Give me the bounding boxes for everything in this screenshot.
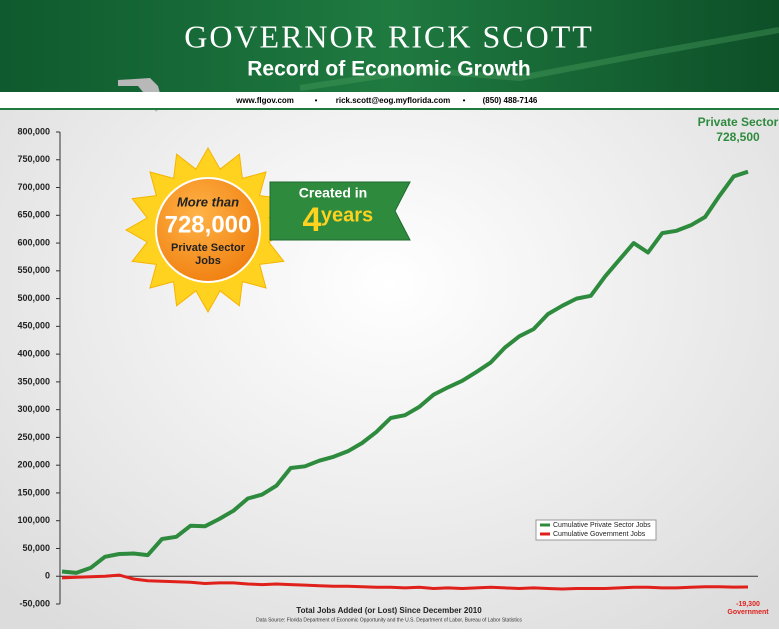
y-tick-label: 500,000	[17, 293, 50, 303]
separator: •	[463, 96, 466, 105]
y-tick-label: 150,000	[17, 487, 50, 497]
header-subtitle: Record of Economic Growth	[247, 58, 531, 81]
y-tick-label: 0	[45, 571, 50, 581]
y-tick-label: 600,000	[17, 237, 50, 247]
y-tick-label: 50,000	[22, 543, 50, 553]
y-tick-label: 300,000	[17, 404, 50, 414]
contact: (850) 488-7146	[483, 96, 538, 105]
y-tick-label: 700,000	[17, 182, 50, 192]
separator: •	[315, 96, 318, 105]
series-line	[61, 169, 749, 575]
legend-label: Cumulative Government Jobs	[553, 531, 646, 538]
plot: -50,000 0 50,000 100,000 150,000 200,000 250,0…	[17, 115, 778, 623]
contact-bar	[0, 92, 779, 109]
y-tick-label: 750,000	[17, 154, 50, 164]
series-line	[61, 573, 749, 591]
header-band	[0, 0, 779, 92]
y-tick-label: 450,000	[17, 321, 50, 331]
badge-text: More than	[177, 194, 239, 209]
annotation: -19,300	[736, 601, 760, 608]
contact: www.flgov.com	[235, 96, 294, 105]
y-tick-label: 250,000	[17, 432, 50, 442]
y-tick-label: 650,000	[17, 210, 50, 220]
y-tick-label: 200,000	[17, 460, 50, 470]
contact: rick.scott@eog.myflorida.com	[336, 96, 451, 105]
legend-box	[535, 519, 657, 541]
ribbon-number: 4	[303, 201, 322, 239]
y-tick-label: 550,000	[17, 265, 50, 275]
ribbon	[269, 181, 411, 241]
y-tick-label: 350,000	[17, 376, 50, 386]
annotation: Private Sector	[698, 115, 779, 129]
ribbon-text: years	[321, 204, 373, 226]
header-title: GOVERNOR RICK SCOTT	[184, 18, 594, 54]
y-tick-label: -50,000	[19, 598, 50, 608]
header-arrow	[299, 27, 779, 91]
source-note: Data Source: Florida Department of Econo…	[256, 617, 522, 623]
annotation: Government	[727, 609, 769, 616]
badge: More than 728,000 Private Sector Jobs	[124, 146, 292, 314]
badge-number: 728,000	[165, 211, 252, 238]
badge-text: Jobs	[195, 255, 221, 267]
ribbon-text: Created in	[299, 185, 367, 201]
y-tick-label: 800,000	[17, 126, 50, 136]
y-tick-label: 400,000	[17, 348, 50, 358]
badge-text: Private Sector	[171, 242, 246, 254]
y-tick-label: 100,000	[17, 515, 50, 525]
annotation: 728,500	[716, 130, 760, 144]
badge-circle	[155, 177, 261, 283]
x-axis-title: Total Jobs Added (or Lost) Since Decembe…	[296, 606, 482, 615]
legend-label: Cumulative Private Sector Jobs	[553, 522, 651, 529]
